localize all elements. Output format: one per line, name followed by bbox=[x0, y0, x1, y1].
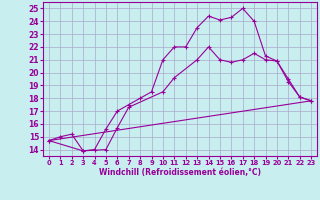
X-axis label: Windchill (Refroidissement éolien,°C): Windchill (Refroidissement éolien,°C) bbox=[99, 168, 261, 177]
